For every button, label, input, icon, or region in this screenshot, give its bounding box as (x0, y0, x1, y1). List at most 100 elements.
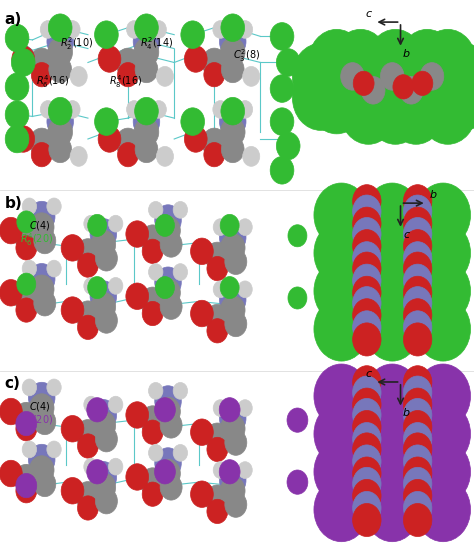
Circle shape (98, 126, 121, 152)
Circle shape (184, 126, 207, 152)
Circle shape (403, 388, 432, 421)
Circle shape (419, 29, 474, 95)
Circle shape (403, 491, 432, 524)
Circle shape (207, 319, 228, 343)
Circle shape (126, 221, 149, 247)
Text: $R_2^2(10)$: $R_2^2(10)$ (60, 35, 93, 52)
Circle shape (341, 62, 365, 90)
Circle shape (292, 43, 349, 109)
Circle shape (403, 185, 432, 218)
Circle shape (340, 78, 397, 144)
Circle shape (34, 471, 56, 497)
Circle shape (220, 415, 245, 443)
Circle shape (29, 456, 54, 485)
Circle shape (126, 464, 149, 490)
Circle shape (353, 299, 381, 332)
Circle shape (213, 461, 228, 479)
Circle shape (403, 299, 432, 332)
Circle shape (219, 222, 246, 253)
Circle shape (191, 300, 213, 327)
Circle shape (156, 66, 173, 86)
Circle shape (95, 307, 118, 333)
Circle shape (76, 420, 100, 448)
Circle shape (47, 106, 73, 137)
Circle shape (365, 440, 420, 504)
Circle shape (61, 416, 84, 442)
Circle shape (288, 287, 307, 309)
Circle shape (142, 301, 163, 326)
Circle shape (191, 481, 213, 507)
Circle shape (16, 411, 36, 436)
Circle shape (416, 183, 471, 247)
Circle shape (403, 242, 432, 275)
Circle shape (219, 460, 240, 484)
Circle shape (416, 402, 471, 466)
Text: $R_8^4(16)$: $R_8^4(16)$ (109, 73, 143, 90)
Circle shape (314, 221, 369, 285)
Circle shape (34, 290, 56, 316)
Circle shape (380, 62, 404, 90)
Circle shape (48, 14, 72, 41)
Circle shape (403, 468, 432, 501)
Circle shape (191, 419, 213, 445)
Circle shape (29, 275, 54, 304)
Circle shape (367, 78, 424, 144)
Circle shape (0, 399, 22, 425)
Circle shape (135, 97, 158, 125)
Circle shape (353, 207, 381, 240)
Circle shape (155, 397, 175, 422)
Circle shape (109, 396, 123, 413)
Circle shape (133, 106, 160, 137)
Circle shape (28, 201, 55, 232)
Circle shape (134, 38, 159, 66)
Circle shape (292, 64, 349, 130)
Circle shape (76, 238, 100, 267)
Circle shape (403, 230, 432, 263)
Circle shape (220, 277, 239, 299)
Circle shape (353, 411, 381, 444)
Text: $C(4)$: $C(4)$ (29, 219, 51, 232)
Circle shape (5, 101, 29, 129)
Circle shape (16, 236, 36, 260)
Circle shape (47, 441, 61, 458)
Circle shape (207, 437, 228, 461)
Circle shape (365, 297, 420, 361)
Circle shape (70, 146, 87, 166)
Circle shape (148, 444, 163, 461)
Circle shape (353, 365, 381, 399)
Circle shape (95, 21, 118, 49)
Circle shape (126, 402, 149, 428)
Circle shape (61, 297, 84, 323)
Circle shape (403, 411, 432, 444)
Circle shape (353, 503, 381, 537)
Circle shape (14, 284, 38, 312)
Circle shape (314, 402, 369, 466)
Circle shape (365, 183, 420, 247)
Circle shape (160, 294, 182, 320)
Circle shape (403, 195, 432, 228)
Text: $C(4)$: $C(4)$ (29, 400, 51, 413)
Circle shape (160, 475, 182, 500)
Circle shape (140, 468, 165, 496)
Circle shape (48, 97, 72, 125)
Circle shape (127, 20, 142, 38)
Circle shape (0, 279, 22, 306)
Circle shape (133, 26, 160, 57)
Circle shape (403, 422, 432, 455)
Circle shape (191, 238, 213, 264)
Circle shape (353, 491, 381, 524)
Circle shape (135, 56, 158, 83)
Circle shape (270, 108, 294, 135)
Circle shape (49, 56, 72, 83)
Circle shape (16, 298, 36, 322)
Circle shape (98, 46, 121, 72)
Circle shape (61, 235, 84, 261)
Circle shape (219, 106, 246, 137)
Circle shape (308, 29, 365, 95)
Circle shape (403, 445, 432, 478)
Circle shape (393, 75, 414, 99)
Circle shape (367, 29, 424, 95)
Circle shape (91, 292, 116, 321)
Circle shape (134, 118, 159, 146)
Circle shape (416, 259, 471, 323)
